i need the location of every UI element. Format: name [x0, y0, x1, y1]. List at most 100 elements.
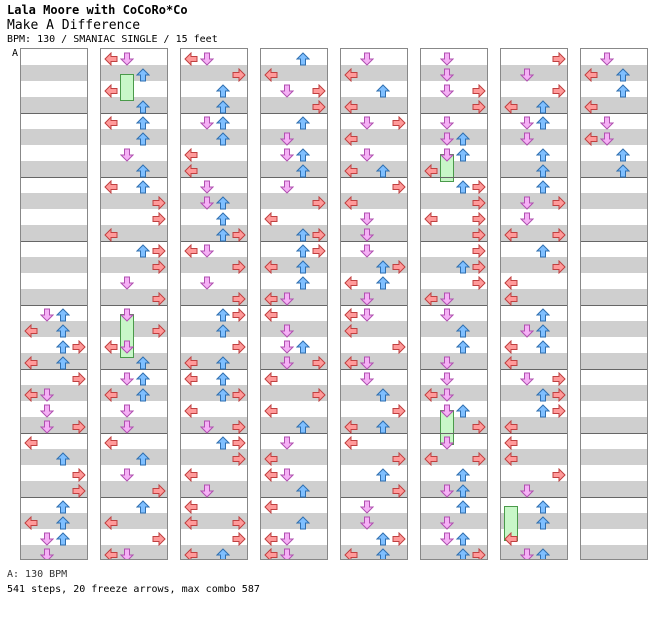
step-arrow-left — [104, 83, 118, 99]
step-arrow-down — [359, 371, 375, 386]
step-arrow-right — [152, 195, 166, 211]
step-arrow-down — [199, 419, 215, 434]
step-arrow-right — [72, 419, 86, 435]
measure-line — [501, 497, 567, 498]
measure-line — [21, 433, 87, 434]
measure-line — [341, 241, 407, 242]
step-arrow-down — [119, 339, 135, 354]
step-arrow-up — [215, 387, 231, 402]
measure-line — [101, 369, 167, 370]
step-arrow-left — [264, 403, 278, 419]
step-arrow-up — [535, 323, 551, 338]
step-arrow-left — [344, 99, 358, 115]
step-arrow-up — [135, 243, 151, 258]
step-arrow-up — [455, 131, 471, 146]
measure-line — [21, 177, 87, 178]
step-arrow-up — [295, 339, 311, 354]
step-arrow-down — [359, 291, 375, 306]
step-arrow-up — [295, 515, 311, 530]
step-arrow-left — [104, 227, 118, 243]
step-arrow-down — [519, 131, 535, 146]
step-arrow-left — [504, 275, 518, 291]
measure-line — [181, 369, 247, 370]
step-arrow-down — [359, 51, 375, 66]
step-arrow-up — [375, 419, 391, 434]
step-arrow-up — [455, 339, 471, 354]
step-arrow-down — [119, 403, 135, 418]
measure-line — [341, 177, 407, 178]
step-arrow-right — [152, 531, 166, 547]
step-arrow-down — [439, 291, 455, 306]
step-arrow-up — [535, 499, 551, 514]
measure-line — [421, 241, 487, 242]
step-arrow-down — [39, 403, 55, 418]
step-arrow-right — [232, 531, 246, 547]
step-arrow-up — [615, 67, 631, 82]
step-arrow-left — [184, 51, 198, 67]
step-arrow-up — [535, 387, 551, 402]
measure-line — [181, 497, 247, 498]
step-arrow-right — [312, 227, 326, 243]
step-arrow-left — [184, 547, 198, 559]
chart-column — [260, 48, 328, 560]
step-arrow-up — [455, 259, 471, 274]
step-arrow-left — [424, 387, 438, 403]
step-arrow-up — [135, 163, 151, 178]
step-arrow-up — [215, 355, 231, 370]
step-arrow-down — [359, 115, 375, 130]
chart-column — [580, 48, 648, 560]
step-arrow-left — [264, 547, 278, 559]
step-arrow-down — [119, 419, 135, 434]
step-arrow-up — [295, 243, 311, 258]
step-arrow-down — [359, 243, 375, 258]
step-arrow-up — [295, 227, 311, 242]
step-arrow-down — [39, 531, 55, 546]
step-arrow-down — [119, 147, 135, 162]
step-arrow-up — [295, 419, 311, 434]
chart-column — [180, 48, 248, 560]
step-arrow-left — [184, 163, 198, 179]
step-arrow-left — [344, 131, 358, 147]
step-arrow-down — [359, 227, 375, 242]
step-arrow-up — [55, 499, 71, 514]
step-arrow-up — [535, 339, 551, 354]
step-arrow-up — [135, 115, 151, 130]
step-arrow-left — [424, 291, 438, 307]
step-arrow-right — [232, 67, 246, 83]
step-arrow-down — [39, 387, 55, 402]
step-arrow-up — [375, 387, 391, 402]
step-arrow-right — [552, 403, 566, 419]
step-arrow-up — [535, 179, 551, 194]
step-arrow-up — [375, 163, 391, 178]
step-arrow-down — [439, 515, 455, 530]
step-arrow-right — [232, 435, 246, 451]
measure-line — [21, 305, 87, 306]
step-arrow-right — [392, 179, 406, 195]
step-arrow-left — [184, 515, 198, 531]
step-arrow-right — [392, 115, 406, 131]
step-arrow-right — [152, 483, 166, 499]
step-arrow-right — [552, 195, 566, 211]
step-arrow-up — [215, 83, 231, 98]
step-arrow-down — [519, 371, 535, 386]
step-arrow-down — [119, 467, 135, 482]
step-arrow-right — [392, 451, 406, 467]
step-arrow-right — [552, 371, 566, 387]
step-arrow-up — [135, 99, 151, 114]
step-arrow-up — [375, 547, 391, 559]
step-arrow-down — [439, 371, 455, 386]
step-arrow-up — [295, 483, 311, 498]
step-arrow-down — [279, 131, 295, 146]
step-arrow-down — [119, 547, 135, 559]
step-arrow-right — [312, 243, 326, 259]
measure-line — [181, 113, 247, 114]
step-arrow-up — [215, 323, 231, 338]
step-arrow-left — [504, 355, 518, 371]
step-arrow-right — [552, 387, 566, 403]
step-arrow-left — [344, 163, 358, 179]
measure-line — [341, 497, 407, 498]
step-arrow-left — [184, 371, 198, 387]
step-arrow-right — [72, 371, 86, 387]
step-arrow-right — [392, 259, 406, 275]
step-arrow-left — [264, 451, 278, 467]
